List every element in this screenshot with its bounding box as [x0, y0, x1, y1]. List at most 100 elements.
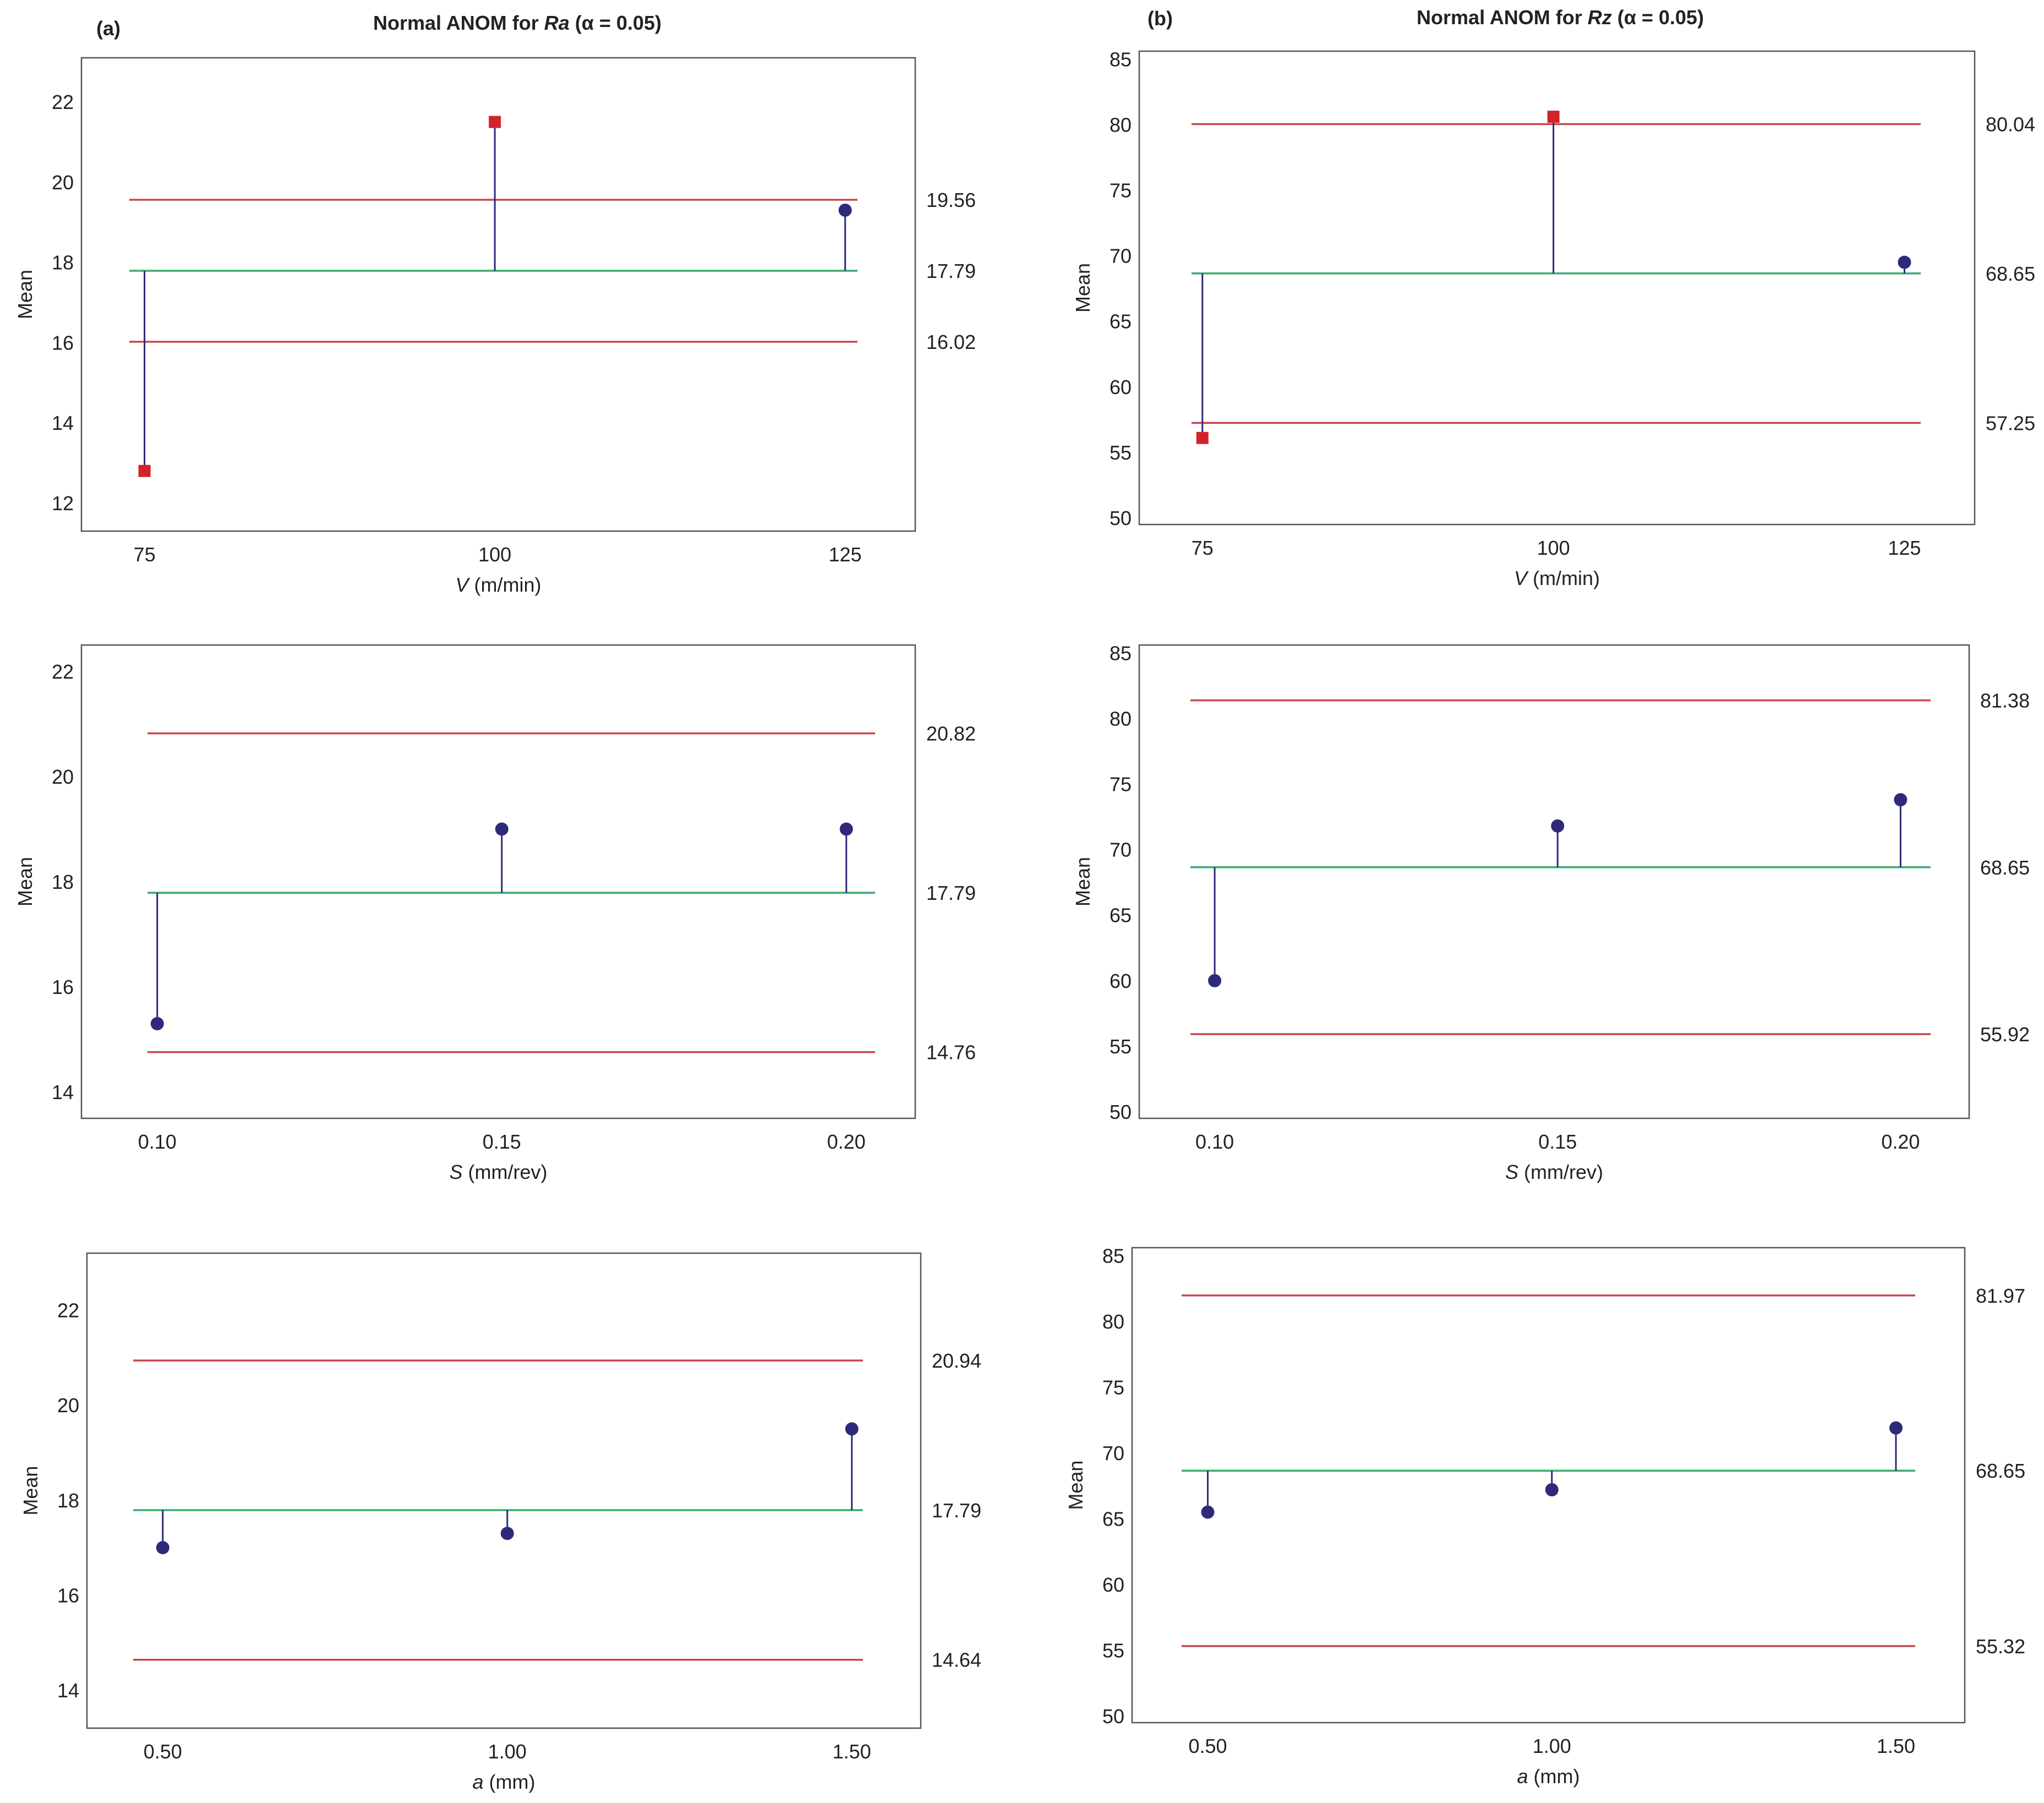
plot-frame: [1131, 1247, 1966, 1724]
x-tick-label: 0.10: [138, 1130, 177, 1153]
data-point: [495, 822, 509, 836]
y-tick-label: 55: [1110, 1035, 1132, 1058]
plot-frame: [80, 57, 916, 532]
upper-decision-limit-label: 81.97: [1976, 1285, 2025, 1307]
y-tick-label: 75: [1110, 773, 1132, 796]
x-tick-label: 0.50: [144, 1740, 182, 1763]
data-point: [150, 1017, 164, 1030]
y-tick-label: 85: [1102, 1244, 1124, 1267]
x-tick-label: 1.50: [1877, 1735, 1915, 1757]
data-point-out-of-limits: [1196, 431, 1209, 444]
data-point: [839, 822, 853, 836]
y-tick-label: 18: [52, 252, 74, 274]
data-point: [1201, 1505, 1215, 1519]
lower-decision-limit-label: 55.92: [1980, 1023, 2030, 1046]
x-axis-label: a (mm): [473, 1771, 535, 1793]
y-tick-label: 70: [1102, 1442, 1124, 1465]
data-point: [1208, 974, 1222, 987]
panel-title-b: Normal ANOM for Rz (α = 0.05): [1417, 6, 1704, 29]
y-tick-label: 60: [1110, 376, 1132, 398]
x-tick-label: 1.00: [1533, 1735, 1571, 1757]
x-tick-label: 0.15: [1538, 1130, 1577, 1153]
data-point-out-of-limits: [489, 116, 501, 128]
x-axis-label: V (m/min): [456, 573, 542, 596]
y-tick-label: 20: [52, 171, 74, 194]
y-axis-label: Mean: [14, 270, 36, 319]
y-tick-label: 16: [57, 1584, 79, 1607]
y-axis-label: Mean: [19, 1466, 42, 1515]
y-tick-label: 22: [52, 660, 74, 683]
x-tick-label: 0.10: [1195, 1130, 1234, 1153]
anom-chart-4: 50 55 60 65 70 75 80 85 0.10 0.15 0.20 Mean S (mm/re…: [1072, 642, 2030, 1183]
x-tick-label: 125: [829, 543, 862, 566]
data-point-out-of-limits: [1547, 111, 1560, 123]
y-tick-label: 50: [1110, 1101, 1132, 1123]
y-tick-label: 80: [1110, 707, 1132, 730]
y-tick-label: 85: [1110, 642, 1132, 664]
plot-frame: [80, 644, 916, 1119]
x-tick-label: 75: [134, 543, 156, 566]
anom-chart-2: 50 55 60 65 70 75 80 85 75 100 125 Mean V (m/min) 80.…: [1072, 48, 2035, 589]
y-tick-label: 80: [1110, 113, 1132, 136]
upper-decision-limit-label: 20.94: [932, 1349, 981, 1372]
anom-chart-3: 14 16 18 20 22 0.10 0.15 0.20 Mean S (mm/rev) 20.8…: [14, 644, 976, 1183]
y-tick-label: 14: [57, 1679, 79, 1702]
y-tick-label: 65: [1110, 310, 1132, 333]
plot-frame: [1138, 50, 1976, 526]
y-tick-label: 16: [52, 331, 74, 354]
center-line-label: 17.79: [926, 260, 976, 282]
lower-decision-limit-label: 55.32: [1976, 1635, 2025, 1658]
panel-letter-b: (b): [1147, 7, 1173, 30]
x-tick-label: 100: [1537, 537, 1570, 559]
x-tick-label: 1.00: [488, 1740, 527, 1763]
y-tick-label: 18: [57, 1489, 79, 1512]
y-tick-label: 14: [52, 1081, 74, 1103]
y-tick-label: 55: [1110, 441, 1132, 464]
center-line-label: 68.65: [1976, 1460, 2025, 1482]
upper-decision-limit-label: 20.82: [926, 723, 976, 745]
x-tick-label: 75: [1192, 537, 1214, 559]
y-tick-label: 85: [1110, 48, 1132, 70]
data-point: [1889, 1421, 1903, 1435]
y-tick-label: 20: [52, 766, 74, 788]
panel-letter-a: (a): [96, 17, 121, 40]
y-tick-label: 50: [1102, 1705, 1124, 1728]
plot-frame: [1138, 644, 1970, 1119]
upper-decision-limit-label: 19.56: [926, 189, 976, 211]
y-tick-label: 16: [52, 976, 74, 998]
y-axis-label: Mean: [1064, 1460, 1087, 1510]
plot-frame: [86, 1252, 922, 1729]
data-point: [845, 1422, 859, 1436]
y-axis-label: Mean: [14, 857, 36, 906]
y-tick-label: 60: [1102, 1573, 1124, 1596]
y-tick-label: 50: [1110, 507, 1132, 529]
x-tick-label: 0.50: [1189, 1735, 1227, 1757]
y-tick-label: 75: [1110, 179, 1132, 202]
y-tick-label: 18: [52, 871, 74, 893]
y-tick-label: 75: [1102, 1376, 1124, 1398]
x-tick-label: 1.50: [833, 1740, 871, 1763]
x-axis-label: S (mm/rev): [450, 1161, 548, 1183]
data-point: [156, 1541, 170, 1555]
data-point: [1545, 1483, 1559, 1496]
lower-decision-limit-label: 14.76: [926, 1041, 976, 1064]
center-line-label: 68.65: [1980, 856, 2030, 879]
y-tick-label: 70: [1110, 245, 1132, 267]
y-tick-label: 80: [1102, 1310, 1124, 1333]
data-point-out-of-limits: [138, 465, 151, 477]
data-point: [1898, 255, 1911, 269]
data-point: [838, 203, 852, 217]
upper-decision-limit-label: 80.04: [1986, 113, 2035, 135]
y-axis-label: Mean: [1072, 857, 1094, 906]
y-tick-label: 60: [1110, 970, 1132, 992]
y-tick-label: 70: [1110, 839, 1132, 861]
x-tick-label: 100: [478, 543, 511, 566]
y-axis-label: Mean: [1072, 263, 1094, 313]
y-tick-label: 14: [52, 412, 74, 434]
y-tick-label: 65: [1102, 1507, 1124, 1530]
panel-title-a: Normal ANOM for Ra (α = 0.05): [373, 12, 662, 34]
data-point: [1894, 793, 1908, 807]
center-line-label: 17.79: [932, 1499, 981, 1522]
x-axis-label: V (m/min): [1514, 567, 1600, 589]
